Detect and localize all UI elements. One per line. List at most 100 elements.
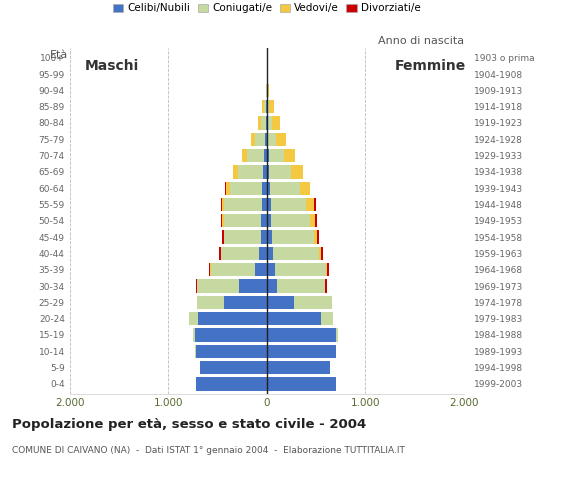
Bar <box>189 312 198 325</box>
Bar <box>222 198 224 211</box>
Bar <box>267 198 271 211</box>
Bar <box>230 181 262 195</box>
Bar <box>271 116 280 130</box>
Bar <box>224 296 267 309</box>
Bar <box>193 328 195 342</box>
Bar <box>195 328 267 342</box>
Text: COMUNE DI CAIVANO (NA)  -  Dati ISTAT 1° gennaio 2004  -  Elaborazione TUTTITALI: COMUNE DI CAIVANO (NA) - Dati ISTAT 1° g… <box>12 446 404 456</box>
Bar <box>276 132 286 146</box>
Bar <box>295 296 332 309</box>
Bar <box>263 165 267 179</box>
Bar <box>275 263 326 276</box>
Bar <box>239 279 267 293</box>
Bar <box>269 132 276 146</box>
Text: Età: Età <box>49 49 68 60</box>
Bar <box>306 198 314 211</box>
Bar <box>267 116 268 130</box>
Bar <box>300 181 310 195</box>
Bar <box>269 100 274 113</box>
Bar <box>310 214 315 228</box>
Bar <box>267 230 271 244</box>
Bar <box>251 132 255 146</box>
Bar <box>267 132 269 146</box>
Bar <box>209 263 211 276</box>
Bar <box>314 198 316 211</box>
Bar <box>265 132 267 146</box>
Bar <box>267 247 273 260</box>
Bar <box>197 296 224 309</box>
Bar <box>200 361 267 374</box>
Bar <box>267 214 271 228</box>
Legend: Celibi/Nubili, Coniugati/e, Vedovi/e, Divorziati/e: Celibi/Nubili, Coniugati/e, Vedovi/e, Di… <box>111 1 423 15</box>
Bar <box>266 84 267 97</box>
Bar <box>267 263 275 276</box>
Bar <box>269 165 291 179</box>
Bar <box>314 230 317 244</box>
Bar <box>198 312 267 325</box>
Bar <box>271 198 306 211</box>
Bar <box>197 279 239 293</box>
Bar <box>267 181 270 195</box>
Bar <box>267 361 330 374</box>
Bar <box>219 247 221 260</box>
Bar <box>226 181 230 195</box>
Bar <box>267 165 269 179</box>
Bar <box>211 263 255 276</box>
Bar <box>259 247 267 260</box>
Bar <box>262 181 267 195</box>
Bar <box>196 345 267 358</box>
Bar <box>267 100 269 113</box>
Bar <box>325 279 327 293</box>
Bar <box>258 116 261 130</box>
Bar <box>262 214 267 228</box>
Bar <box>224 214 262 228</box>
Text: Anno di nascita: Anno di nascita <box>378 36 464 46</box>
Bar <box>238 165 263 179</box>
Bar <box>222 214 224 228</box>
Bar <box>277 279 325 293</box>
Bar <box>262 198 267 211</box>
Bar <box>267 377 336 391</box>
Bar <box>327 263 328 276</box>
Bar <box>196 279 197 293</box>
Bar <box>264 100 266 113</box>
Bar <box>221 198 222 211</box>
Text: Femmine: Femmine <box>395 59 466 73</box>
Bar <box>267 84 269 97</box>
Bar <box>267 296 295 309</box>
Bar <box>267 312 321 325</box>
Bar <box>284 149 295 162</box>
Bar <box>271 214 310 228</box>
Bar <box>222 230 224 244</box>
Bar <box>224 230 261 244</box>
Bar <box>261 230 267 244</box>
Bar <box>269 149 284 162</box>
Bar <box>224 198 262 211</box>
Bar <box>321 312 333 325</box>
Bar <box>242 149 246 162</box>
Bar <box>321 247 322 260</box>
Bar <box>315 214 317 228</box>
Bar <box>266 116 267 130</box>
Bar <box>267 149 269 162</box>
Bar <box>273 247 319 260</box>
Bar <box>336 328 338 342</box>
Bar <box>268 116 271 130</box>
Bar <box>246 149 264 162</box>
Bar <box>319 247 321 260</box>
Bar <box>267 328 336 342</box>
Bar <box>264 149 267 162</box>
Bar <box>291 165 303 179</box>
Bar <box>196 377 267 391</box>
Text: Maschi: Maschi <box>84 59 139 73</box>
Bar <box>267 345 336 358</box>
Bar <box>255 132 265 146</box>
Bar <box>270 181 300 195</box>
Bar <box>233 165 238 179</box>
Text: Popolazione per età, sesso e stato civile - 2004: Popolazione per età, sesso e stato civil… <box>12 418 366 431</box>
Bar <box>317 230 318 244</box>
Bar <box>261 116 266 130</box>
Bar <box>262 100 264 113</box>
Bar <box>267 279 277 293</box>
Bar <box>255 263 267 276</box>
